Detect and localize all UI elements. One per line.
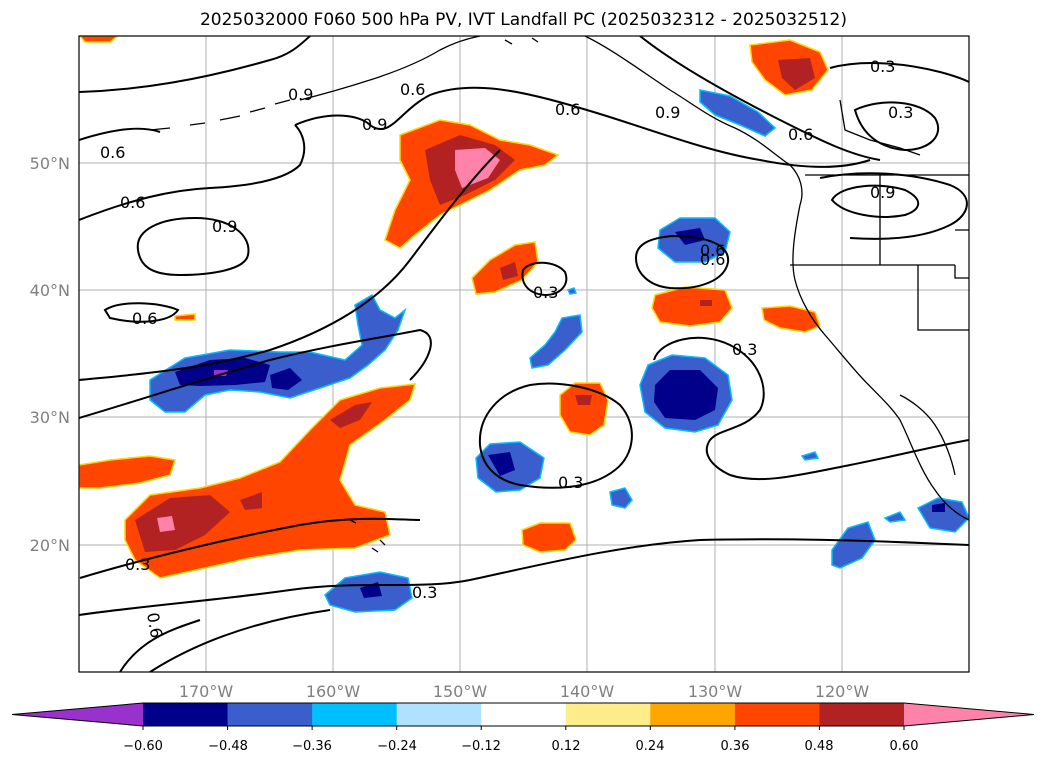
contour-label: 0.6: [700, 250, 725, 269]
colorbar-tick-label: −0.60: [123, 739, 163, 754]
anomaly-east-pacific: [651, 286, 733, 327]
contour-label: 0.9: [288, 85, 313, 104]
lat-tick-label: 30°N: [30, 408, 70, 427]
state-border: [790, 174, 969, 331]
colorbar-tick-label: 0.24: [636, 739, 665, 754]
positive-pv-anomalies: [79, 36, 829, 579]
contour-label: 0.6: [400, 80, 425, 99]
lon-tick-label: 160°W: [306, 682, 361, 701]
contour-label: 0.3: [533, 283, 558, 302]
colorbar-tick-label: −0.12: [461, 739, 501, 754]
lon-tick-label: 170°W: [179, 682, 234, 701]
contour-label: 0.3: [125, 555, 150, 574]
colorbar-tick-label: 0.60: [890, 739, 919, 754]
colorbar-tick-label: 0.36: [721, 739, 750, 754]
contour-label: 0.6: [120, 193, 145, 212]
colorbar-swatch: [481, 703, 567, 726]
lat-tick-label: 20°N: [30, 536, 70, 555]
lon-tick-label: 130°W: [688, 682, 743, 701]
neg-anomaly-northwest-canada: [699, 89, 777, 137]
colorbar-tick-label: −0.24: [377, 739, 417, 754]
colorbar-tick-labels: −0.60 −0.48 −0.36 −0.24 −0.12 0.12 0.24 …: [123, 739, 918, 754]
map-frame: [78, 35, 970, 673]
colorbar-extend-high: [904, 703, 1034, 726]
contour-labels: 0.9 0.6 0.6 0.9 0.6 0.6 0.9 0.6 0.9 0.6 …: [100, 57, 913, 639]
lon-tick-label: 150°W: [433, 682, 488, 701]
contour-label: 0.6: [788, 125, 813, 144]
lon-tick-label: 140°W: [560, 682, 615, 701]
colorbar-swatch: [565, 703, 651, 726]
contour-label: 0.9: [655, 103, 680, 122]
colorbar-swatch: [734, 703, 820, 726]
contour-label: 0.9: [362, 115, 387, 134]
colorbar-swatch: [819, 703, 905, 726]
contour-label: 0.6: [100, 143, 125, 162]
colorbar-swatch: [650, 703, 736, 726]
lon-tick-labels: 170°W 160°W 150°W 140°W 130°W 120°W: [179, 682, 870, 701]
contour-label: 0.3: [888, 103, 913, 122]
colorbar-swatch: [312, 703, 398, 726]
neg-anomaly-southeast: [831, 521, 876, 569]
anomaly-subtropical: [559, 382, 609, 436]
contour-label: 0.3: [558, 473, 583, 492]
contour-label: 0.3: [870, 57, 895, 76]
contour-label: 0.3: [412, 583, 437, 602]
contour-lines: [79, 36, 969, 672]
lat-tick-label: 50°N: [30, 154, 70, 173]
contour-label: 0.6: [700, 241, 725, 260]
colorbar-tick-label: 0.48: [805, 739, 834, 754]
colorbar-swatch: [227, 703, 313, 726]
anomaly-south-small: [521, 522, 577, 553]
contour-label: 0.9: [870, 183, 895, 202]
map-title: 2025032000 F060 500 hPa PV, IVT Landfall…: [199, 10, 847, 30]
anomaly-ca-coast: [761, 305, 821, 333]
colorbar-tick-label: −0.48: [208, 739, 248, 754]
colorbar-tick-label: −0.36: [292, 739, 332, 754]
colorbar-tick-label: 0.12: [552, 739, 581, 754]
lat-tick-labels: 50°N 40°N 30°N 20°N: [30, 154, 70, 555]
contour-label: 0.9: [212, 217, 237, 236]
contour-label: 0.6: [143, 611, 166, 639]
contour-label: 0.3: [732, 340, 757, 359]
colorbar-swatch: [143, 703, 229, 726]
colorbar: [11, 702, 1035, 730]
contour-label: 0.6: [132, 309, 157, 328]
anomaly-west-band: [79, 455, 176, 489]
lat-tick-label: 40°N: [30, 281, 70, 300]
contour-label: 0.6: [555, 100, 580, 119]
coastlines: [149, 36, 969, 553]
lon-tick-label: 120°W: [815, 682, 870, 701]
colorbar-swatch: [396, 703, 482, 726]
colorbar-extend-low: [12, 703, 143, 726]
